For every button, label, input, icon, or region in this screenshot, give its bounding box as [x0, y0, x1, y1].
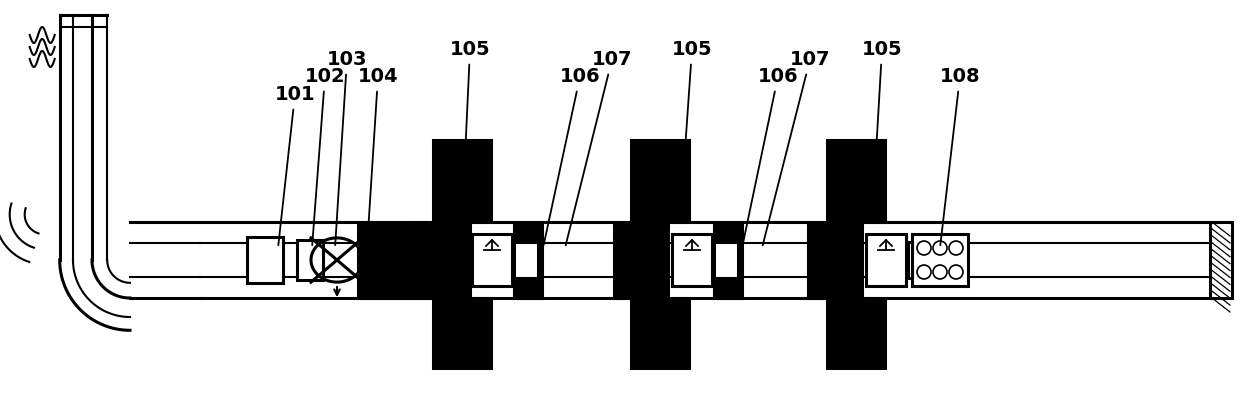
- Bar: [866, 234, 906, 286]
- Bar: [808, 222, 862, 298]
- Bar: [415, 222, 470, 298]
- Text: 107: 107: [763, 50, 831, 245]
- Bar: [298, 240, 322, 280]
- Text: 104: 104: [357, 67, 398, 245]
- Bar: [247, 237, 283, 283]
- Bar: [827, 298, 885, 368]
- Text: 103: 103: [327, 50, 367, 245]
- Bar: [515, 222, 542, 298]
- Bar: [433, 298, 491, 368]
- Bar: [631, 140, 689, 222]
- Bar: [672, 234, 712, 286]
- Bar: [1210, 222, 1233, 298]
- Bar: [911, 234, 968, 286]
- Bar: [358, 222, 427, 298]
- Bar: [433, 140, 491, 222]
- Text: 106: 106: [543, 67, 600, 245]
- Bar: [827, 140, 885, 222]
- Text: 102: 102: [305, 67, 345, 245]
- Text: 105: 105: [450, 40, 490, 219]
- Bar: [714, 222, 742, 298]
- Bar: [472, 234, 512, 286]
- Bar: [515, 242, 538, 278]
- Text: 101: 101: [275, 85, 315, 245]
- Text: 106: 106: [743, 67, 799, 245]
- Text: 107: 107: [565, 50, 632, 245]
- Bar: [631, 298, 689, 368]
- Bar: [614, 222, 668, 298]
- Text: 108: 108: [940, 67, 981, 245]
- Bar: [714, 242, 738, 278]
- Text: 105: 105: [862, 40, 903, 219]
- Bar: [908, 242, 932, 278]
- Text: 105: 105: [672, 40, 712, 219]
